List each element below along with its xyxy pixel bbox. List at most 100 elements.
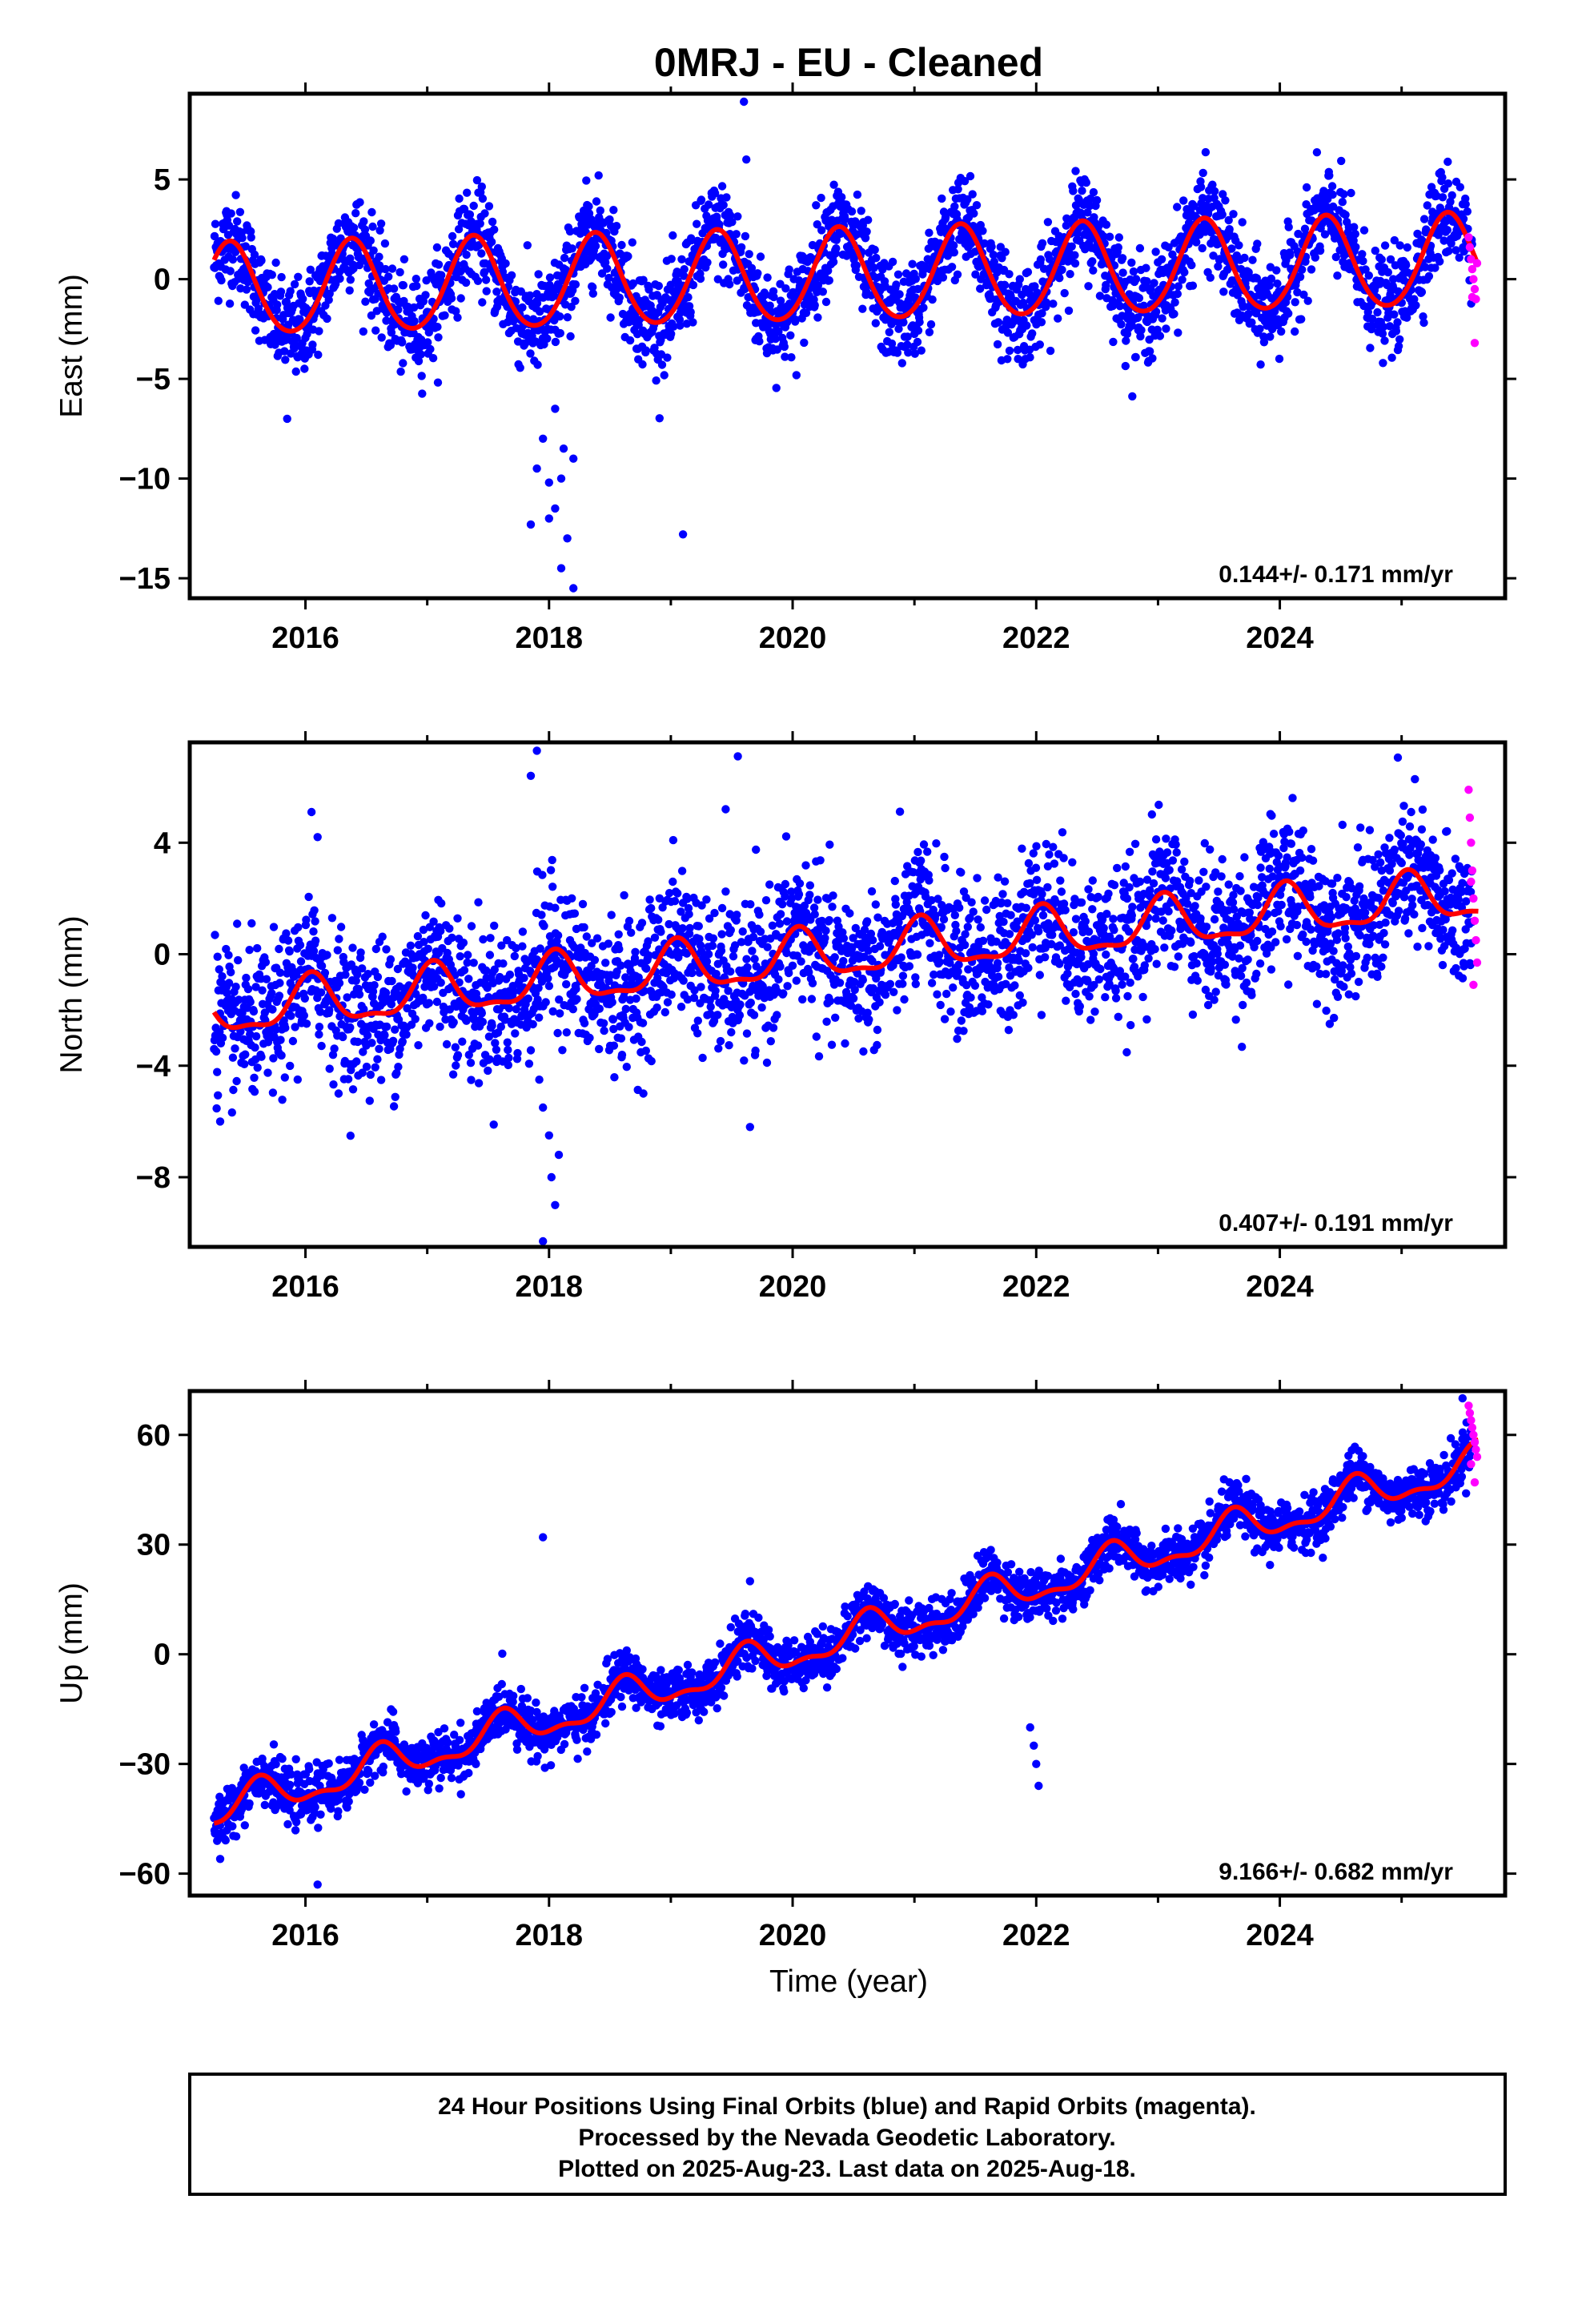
final-point [363,970,372,979]
final-point [1377,255,1387,264]
y-axis-label: East (mm) [54,274,89,418]
final-point [978,227,987,235]
final-point [1043,862,1053,871]
final-point [716,1036,725,1046]
final-point [571,296,580,305]
final-point [584,202,593,211]
final-point [663,998,673,1007]
final-point [1438,193,1447,202]
final-point [223,988,231,998]
final-point [375,226,384,235]
final-point [1127,258,1136,267]
final-point [490,921,499,931]
final-point [440,311,449,320]
final-outlier-point [556,564,566,573]
final-point [359,1047,367,1056]
final-point [960,940,970,950]
final-point [763,273,772,282]
final-point [1275,354,1284,364]
final-point [689,318,697,327]
final-point [841,215,849,223]
final-point [933,990,942,999]
final-point [755,910,764,919]
final-point [572,995,581,1003]
final-point [1284,309,1293,318]
final-point [684,293,693,302]
final-point [436,1022,444,1031]
final-point [421,911,430,920]
final-point [335,979,344,987]
final-point [371,944,380,954]
final-point [927,896,936,905]
final-point [865,1015,873,1024]
final-point [443,948,452,958]
final-point [234,955,243,965]
final-point [1447,191,1456,200]
final-point [800,338,809,348]
final-point [895,807,905,816]
final-point [1359,226,1369,235]
final-point [813,895,822,904]
final-point [371,326,380,335]
final-point [947,263,957,271]
final-point [448,239,458,248]
final-point [482,287,491,296]
final-point [1142,277,1151,286]
final-point [1459,215,1468,223]
final-point [567,303,576,312]
final-point [627,928,636,937]
final-point [1438,173,1447,182]
final-point [898,979,907,988]
final-point [478,1017,488,1027]
final-point [1131,275,1141,283]
final-point [615,293,624,302]
final-point [1023,267,1033,276]
final-point [231,983,240,991]
final-point [349,223,359,232]
final-point [859,1047,868,1056]
final-outlier-point [678,530,688,539]
final-point [624,251,632,261]
final-point [872,974,881,983]
final-point [1239,303,1248,312]
final-point [1259,338,1269,347]
final-point [780,342,789,352]
final-point [852,261,861,270]
final-point [387,264,397,273]
final-point [641,1046,650,1055]
final-point [917,856,926,865]
final-point [445,924,454,933]
final-point [267,989,276,998]
final-point [1005,346,1014,356]
final-point [1299,290,1308,300]
final-point [275,979,284,987]
final-point [782,948,791,958]
final-point [1070,259,1080,268]
final-point [1022,949,1030,958]
rapid-point [1470,339,1480,348]
final-point [291,1023,299,1031]
final-point [215,965,223,974]
final-point [727,1027,736,1037]
final-point [830,953,839,962]
final-point [1067,242,1076,251]
final-point [533,360,542,369]
final-point [481,966,491,975]
final-point [1085,201,1094,211]
final-point [1378,329,1387,338]
final-point [258,986,267,995]
final-point [249,1007,259,1016]
final-point [1190,202,1199,211]
final-point [1386,255,1395,264]
final-point [275,968,285,977]
final-point [231,1044,239,1053]
final-point [1394,287,1403,296]
final-point [463,958,472,967]
final-point [1371,246,1380,255]
final-point [669,231,677,240]
final-point [486,934,495,943]
final-point [1394,342,1403,351]
final-point [639,1089,648,1098]
final-point [399,359,408,368]
final-point [652,1003,661,1012]
